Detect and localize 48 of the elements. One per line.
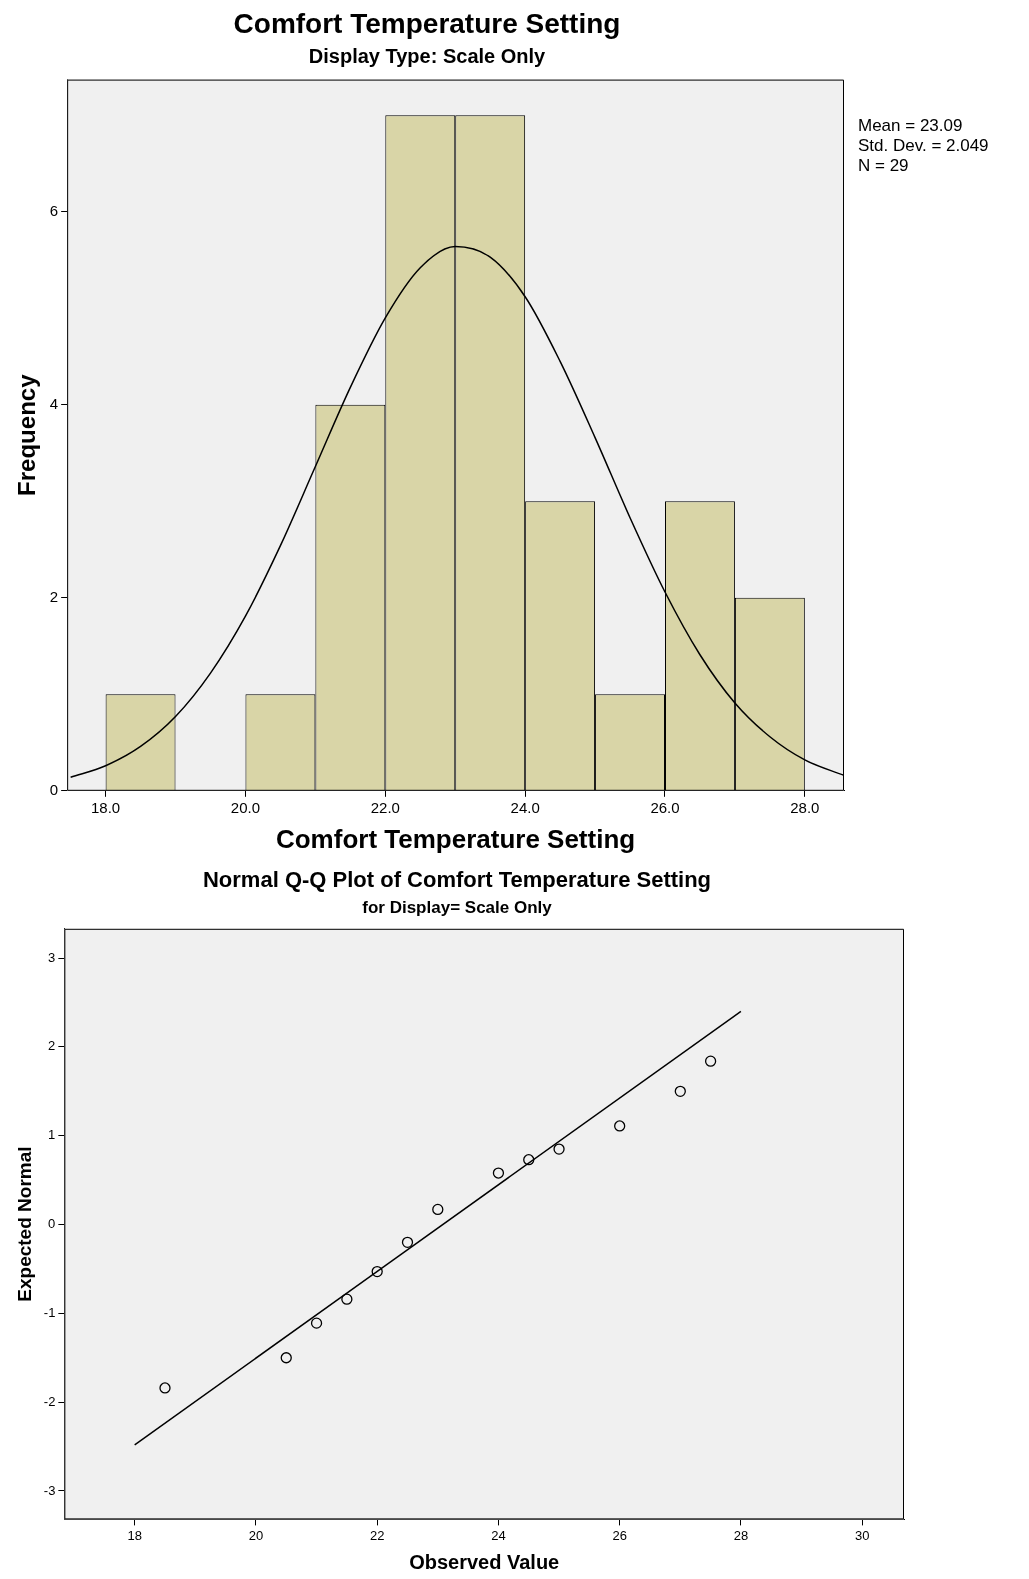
x-axis-title: Observed Value bbox=[409, 1550, 560, 1573]
x-tick-label: 24 bbox=[491, 1527, 506, 1543]
point bbox=[310, 1317, 323, 1329]
point bbox=[674, 1085, 686, 1097]
y-axis-title: Expected Normal bbox=[13, 1146, 35, 1302]
x-tick-label: 22 bbox=[369, 1527, 385, 1543]
chart-title: Comfort Temperature Setting bbox=[233, 7, 621, 39]
point bbox=[704, 1055, 717, 1067]
x-tick-label: 20.0 bbox=[230, 798, 261, 816]
y-tick-label: 0 bbox=[49, 780, 59, 798]
y-tick-label: -3 bbox=[43, 1482, 56, 1498]
y-tick-label: 0 bbox=[48, 1216, 56, 1232]
x-tick-label: 18 bbox=[127, 1527, 142, 1543]
x-tick-label: 20 bbox=[248, 1527, 264, 1543]
y-tick-label: 1 bbox=[48, 1127, 56, 1143]
y-axis-title: Frequency bbox=[13, 373, 41, 496]
x-tick-label: 26 bbox=[612, 1527, 627, 1543]
y-tick-label: 3 bbox=[48, 949, 56, 965]
y-tick-label: 2 bbox=[49, 587, 59, 605]
point bbox=[401, 1236, 414, 1248]
x-tick-label: 26.0 bbox=[650, 798, 680, 816]
x-tick-label: 28 bbox=[733, 1527, 749, 1543]
chart-title: Normal Q-Q Plot of Comfort Temperature Setting bbox=[202, 867, 712, 893]
chart-subtitle: for Display= Scale Only bbox=[362, 898, 553, 918]
text: Mean = 23.09 bbox=[858, 115, 963, 135]
y-tick-label: -2 bbox=[43, 1393, 56, 1409]
point bbox=[614, 1120, 626, 1132]
x-tick-label: 18.0 bbox=[91, 798, 121, 816]
y-tick-label: 4 bbox=[49, 394, 59, 412]
point bbox=[280, 1352, 292, 1364]
text: N = 29 bbox=[858, 155, 909, 175]
chart-subtitle: Display Type: Scale Only bbox=[308, 45, 547, 68]
point bbox=[492, 1167, 505, 1179]
point bbox=[341, 1293, 353, 1305]
y-tick-label: 6 bbox=[49, 201, 59, 219]
point bbox=[371, 1265, 383, 1278]
x-tick-label: 24.0 bbox=[510, 798, 540, 816]
point bbox=[159, 1382, 171, 1394]
point bbox=[553, 1143, 565, 1155]
x-tick-label: 30 bbox=[854, 1527, 870, 1543]
y-tick-label: 2 bbox=[48, 1038, 56, 1054]
text: Std. Dev. = 2.049 bbox=[858, 135, 989, 155]
x-axis-title: Comfort Temperature Setting bbox=[275, 823, 636, 854]
point bbox=[523, 1154, 535, 1166]
x-tick-label: 22.0 bbox=[370, 798, 400, 816]
x-tick-label: 28.0 bbox=[790, 798, 820, 816]
y-tick-label: -1 bbox=[43, 1304, 56, 1320]
point bbox=[432, 1203, 444, 1216]
